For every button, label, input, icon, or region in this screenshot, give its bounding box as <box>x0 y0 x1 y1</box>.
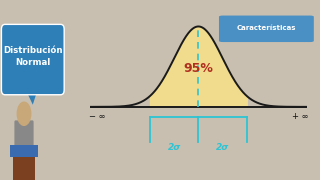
Text: 95%: 95% <box>183 62 213 75</box>
Text: Características: Características <box>237 25 296 31</box>
FancyBboxPatch shape <box>1 24 64 95</box>
Text: + ∞: + ∞ <box>292 112 308 121</box>
FancyBboxPatch shape <box>219 15 314 42</box>
FancyBboxPatch shape <box>14 120 34 148</box>
Text: Distribución
Normal: Distribución Normal <box>3 46 62 68</box>
FancyBboxPatch shape <box>13 155 35 180</box>
Text: 2σ: 2σ <box>216 143 229 152</box>
FancyBboxPatch shape <box>10 145 38 157</box>
Circle shape <box>17 102 31 125</box>
Polygon shape <box>26 90 37 105</box>
Text: 2σ: 2σ <box>168 143 181 152</box>
Text: − ∞: − ∞ <box>89 112 105 121</box>
